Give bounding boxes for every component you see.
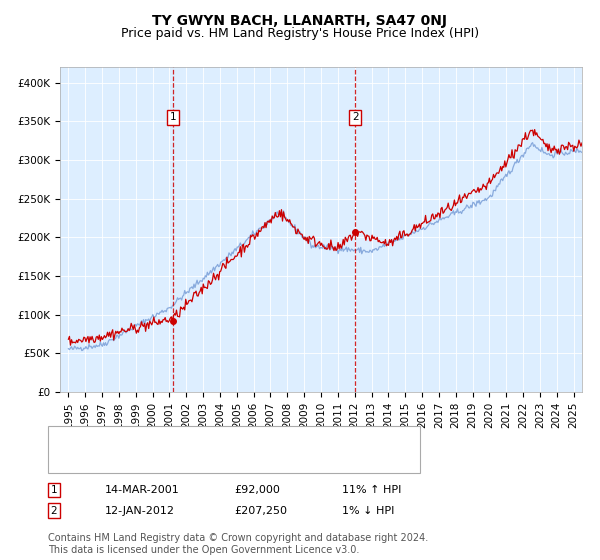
Text: —: — bbox=[59, 431, 74, 446]
Text: Price paid vs. HM Land Registry's House Price Index (HPI): Price paid vs. HM Land Registry's House … bbox=[121, 27, 479, 40]
Text: TY GWYN BACH, LLANARTH, SA47 0NJ (detached house): TY GWYN BACH, LLANARTH, SA47 0NJ (detach… bbox=[72, 434, 384, 444]
Text: 14-MAR-2001: 14-MAR-2001 bbox=[105, 485, 180, 495]
Text: 1: 1 bbox=[50, 485, 58, 495]
Text: 2: 2 bbox=[50, 506, 58, 516]
Text: HPI: Average price, detached house, Ceredigion: HPI: Average price, detached house, Cere… bbox=[72, 456, 338, 466]
Text: 1: 1 bbox=[170, 113, 176, 123]
Text: Contains HM Land Registry data © Crown copyright and database right 2024.
This d: Contains HM Land Registry data © Crown c… bbox=[48, 533, 428, 555]
Text: 2: 2 bbox=[352, 113, 359, 123]
Text: 12-JAN-2012: 12-JAN-2012 bbox=[105, 506, 175, 516]
Text: 11% ↑ HPI: 11% ↑ HPI bbox=[342, 485, 401, 495]
Text: TY GWYN BACH, LLANARTH, SA47 0NJ: TY GWYN BACH, LLANARTH, SA47 0NJ bbox=[152, 14, 448, 28]
Text: £92,000: £92,000 bbox=[234, 485, 280, 495]
Text: 1% ↓ HPI: 1% ↓ HPI bbox=[342, 506, 394, 516]
Text: —: — bbox=[59, 454, 74, 469]
Text: £207,250: £207,250 bbox=[234, 506, 287, 516]
